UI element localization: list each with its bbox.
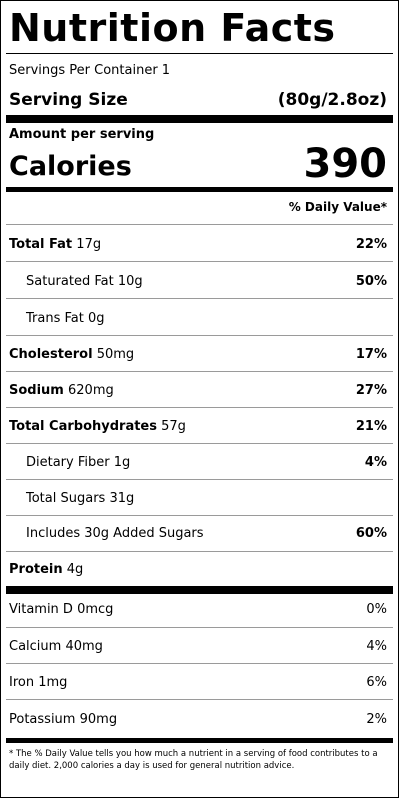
nutrient-dv: 21%	[355, 419, 387, 434]
nutrient-dv: 60%	[355, 526, 387, 541]
nutrient-dv: 50%	[355, 274, 387, 289]
nutrient-row-saturated-fat: Saturated Fat 10g	[26, 274, 143, 290]
vitamin-amount: 0mcg	[77, 602, 114, 617]
nutrient-amount: 1g	[113, 455, 131, 470]
nutrient-row-protein: Protein 4g	[9, 562, 83, 578]
divider	[6, 335, 393, 336]
daily-value-header: % Daily Value*	[288, 200, 387, 214]
divider	[6, 443, 393, 444]
divider	[6, 663, 393, 664]
divider	[6, 407, 393, 408]
vitamin-row-potassium: Potassium 90mg	[9, 712, 117, 728]
nutrient-row-dietary-fiber: Dietary Fiber 1g	[26, 455, 130, 471]
nutrient-name: Total Carbohydrates	[9, 419, 157, 434]
thick-divider	[6, 115, 393, 123]
footnote: * The % Daily Value tells you how much a…	[9, 749, 378, 771]
nutrient-amount: 17g	[76, 237, 102, 252]
thick-divider	[6, 187, 393, 192]
nutrient-dv: 17%	[355, 347, 387, 362]
amount-per-serving: Amount per serving	[9, 127, 155, 142]
vitamin-amount: 90mg	[79, 712, 118, 727]
nutrient-amount: 4g	[66, 562, 84, 577]
nutrient-amount: 57g	[161, 419, 186, 434]
vitamin-dv: 0%	[366, 602, 387, 617]
calories-value: 390	[303, 141, 388, 187]
nutrient-name: Trans Fat	[26, 311, 84, 326]
servings-per-container: Servings Per Container 1	[9, 63, 171, 78]
vitamin-amount: 40mg	[65, 639, 103, 654]
nutrient-amount: 10g	[117, 274, 143, 289]
nutrient-row-added-sugars: Includes 30g Added Sugars	[26, 526, 204, 542]
vitamin-name: Iron	[9, 675, 35, 690]
nutrient-amount: 620mg	[68, 383, 114, 398]
nutrient-row-total-fat: Total Fat 17g	[9, 237, 101, 253]
serving-size-value: (80g/2.8oz)	[277, 90, 387, 110]
nutrient-name: Total Fat	[9, 237, 73, 252]
vitamin-dv: 6%	[366, 675, 387, 690]
vitamin-row-iron: Iron 1mg	[9, 675, 67, 691]
nutrient-row-sodium: Sodium 620mg	[9, 383, 114, 399]
nutrient-name: Includes 30g Added Sugars	[26, 526, 204, 541]
vitamin-row-vitamin-d: Vitamin D 0mcg	[9, 602, 113, 618]
nutrient-row-trans-fat: Trans Fat 0g	[26, 311, 105, 327]
nutrient-dv: 4%	[364, 455, 387, 470]
divider	[6, 551, 393, 552]
nutrient-amount: 0g	[87, 311, 105, 326]
vitamin-dv: 2%	[366, 712, 387, 727]
nutrient-dv: 22%	[355, 237, 387, 252]
divider	[6, 515, 393, 516]
label-title: Nutrition Facts	[9, 6, 336, 50]
vitamin-name: Calcium	[9, 639, 62, 654]
nutrient-name: Dietary Fiber	[26, 455, 110, 470]
divider	[6, 53, 393, 54]
vitamin-dv: 4%	[366, 639, 387, 654]
divider	[6, 627, 393, 628]
nutrient-dv: 27%	[355, 383, 387, 398]
divider	[6, 224, 393, 225]
vitamin-name: Vitamin D	[9, 602, 73, 617]
vitamin-amount: 1mg	[38, 675, 68, 690]
calories-label: Calories	[9, 151, 132, 182]
nutrient-name: Total Sugars	[26, 491, 106, 506]
divider	[6, 298, 393, 299]
serving-size-label: Serving Size	[9, 90, 128, 110]
thick-divider	[6, 586, 393, 594]
nutrient-amount: 50mg	[96, 347, 135, 362]
vitamin-name: Potassium	[9, 712, 76, 727]
thick-divider	[6, 738, 393, 743]
nutrient-row-total-sugars: Total Sugars 31g	[26, 491, 134, 507]
nutrient-name: Saturated Fat	[26, 274, 114, 289]
nutrient-amount: 31g	[109, 491, 135, 506]
nutrient-row-cholesterol: Cholesterol 50mg	[9, 347, 134, 363]
nutrient-row-total-carbohydrates: Total Carbohydrates 57g	[9, 419, 186, 435]
nutrient-name: Protein	[9, 562, 63, 577]
divider	[6, 261, 393, 262]
vitamin-row-calcium: Calcium 40mg	[9, 639, 103, 655]
nutrient-name: Sodium	[9, 383, 64, 398]
nutrient-name: Cholesterol	[9, 347, 93, 362]
divider	[6, 699, 393, 700]
divider	[6, 371, 393, 372]
divider	[6, 479, 393, 480]
